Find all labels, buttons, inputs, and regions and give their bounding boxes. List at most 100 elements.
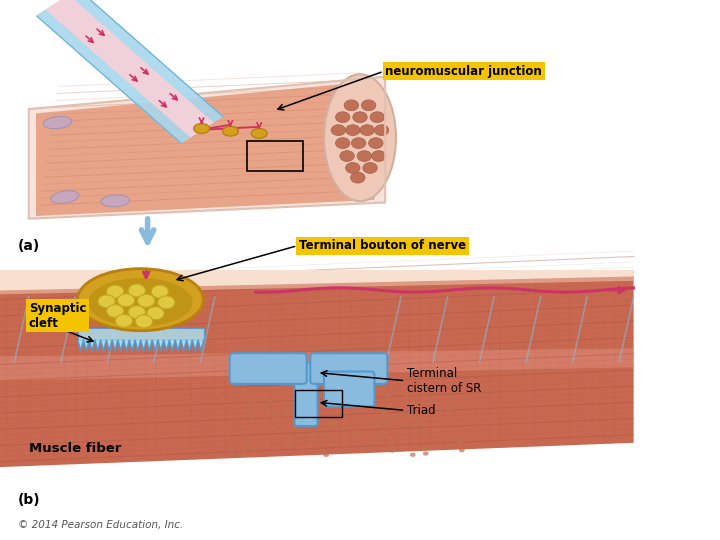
Circle shape — [457, 441, 463, 445]
Circle shape — [375, 424, 381, 428]
Circle shape — [374, 125, 389, 136]
Circle shape — [331, 442, 337, 447]
Circle shape — [353, 430, 359, 434]
Circle shape — [363, 163, 377, 173]
Ellipse shape — [50, 191, 79, 204]
Circle shape — [369, 138, 383, 148]
Circle shape — [416, 421, 422, 425]
Circle shape — [423, 451, 428, 456]
Circle shape — [336, 138, 350, 148]
Circle shape — [107, 285, 124, 298]
Circle shape — [409, 402, 415, 406]
Circle shape — [361, 100, 376, 111]
Circle shape — [224, 436, 230, 440]
Circle shape — [410, 402, 416, 407]
Circle shape — [292, 426, 297, 430]
Circle shape — [248, 401, 254, 406]
Circle shape — [360, 125, 374, 136]
Circle shape — [248, 415, 254, 419]
Circle shape — [423, 410, 428, 415]
Circle shape — [289, 419, 295, 423]
Polygon shape — [0, 270, 634, 291]
Polygon shape — [29, 77, 385, 219]
Circle shape — [404, 393, 410, 397]
Circle shape — [261, 396, 266, 401]
Circle shape — [270, 425, 276, 429]
Circle shape — [98, 295, 115, 308]
FancyBboxPatch shape — [310, 353, 387, 384]
Circle shape — [385, 447, 391, 451]
Polygon shape — [36, 81, 374, 216]
Text: (a): (a) — [18, 239, 40, 253]
Circle shape — [295, 434, 301, 438]
Circle shape — [158, 296, 175, 309]
Circle shape — [356, 422, 362, 426]
Circle shape — [264, 443, 269, 447]
Circle shape — [237, 453, 243, 457]
Ellipse shape — [222, 126, 238, 136]
Polygon shape — [0, 275, 634, 467]
Polygon shape — [37, 0, 222, 143]
Circle shape — [353, 112, 367, 123]
Circle shape — [286, 444, 292, 449]
Circle shape — [382, 421, 387, 426]
Circle shape — [252, 448, 258, 452]
Circle shape — [354, 405, 359, 409]
Circle shape — [147, 307, 164, 320]
Circle shape — [333, 406, 338, 410]
Circle shape — [391, 414, 397, 418]
Circle shape — [346, 125, 360, 136]
Circle shape — [401, 423, 407, 428]
FancyBboxPatch shape — [324, 372, 374, 407]
FancyBboxPatch shape — [78, 328, 204, 340]
Text: © 2014 Pearson Education, Inc.: © 2014 Pearson Education, Inc. — [18, 520, 184, 530]
Circle shape — [459, 448, 464, 453]
Circle shape — [422, 446, 428, 450]
Circle shape — [357, 151, 372, 161]
Circle shape — [330, 424, 336, 428]
Circle shape — [302, 407, 308, 411]
Text: Muscle fiber: Muscle fiber — [29, 442, 121, 455]
Circle shape — [323, 415, 329, 419]
Text: Triad: Triad — [407, 404, 436, 417]
Circle shape — [332, 421, 338, 426]
Circle shape — [246, 443, 251, 448]
Circle shape — [229, 448, 235, 453]
Text: Synaptic
cleft: Synaptic cleft — [29, 302, 86, 330]
Circle shape — [246, 403, 251, 407]
Circle shape — [381, 431, 387, 435]
Circle shape — [430, 399, 436, 403]
Text: Terminal
cistern of SR: Terminal cistern of SR — [407, 367, 481, 395]
Circle shape — [272, 417, 278, 421]
Polygon shape — [47, 0, 212, 137]
Circle shape — [307, 415, 312, 420]
Circle shape — [324, 427, 330, 431]
Circle shape — [128, 306, 145, 319]
Circle shape — [323, 453, 329, 457]
Circle shape — [351, 138, 366, 148]
Circle shape — [408, 409, 414, 414]
Circle shape — [411, 423, 417, 427]
Circle shape — [372, 151, 386, 161]
Circle shape — [410, 453, 415, 457]
Circle shape — [221, 424, 227, 429]
Ellipse shape — [194, 124, 210, 133]
Polygon shape — [0, 270, 634, 294]
Circle shape — [115, 314, 132, 327]
Circle shape — [117, 294, 135, 307]
Circle shape — [351, 172, 365, 183]
Circle shape — [344, 100, 359, 111]
Circle shape — [262, 406, 268, 410]
Ellipse shape — [78, 268, 204, 330]
Circle shape — [107, 305, 124, 318]
Circle shape — [411, 415, 417, 419]
Circle shape — [356, 391, 361, 395]
Circle shape — [242, 449, 248, 453]
Text: neuromuscular junction: neuromuscular junction — [385, 65, 542, 78]
Circle shape — [389, 443, 395, 447]
Circle shape — [316, 394, 322, 398]
Circle shape — [373, 422, 379, 427]
Circle shape — [151, 285, 168, 298]
Circle shape — [340, 151, 354, 161]
Circle shape — [382, 412, 387, 416]
